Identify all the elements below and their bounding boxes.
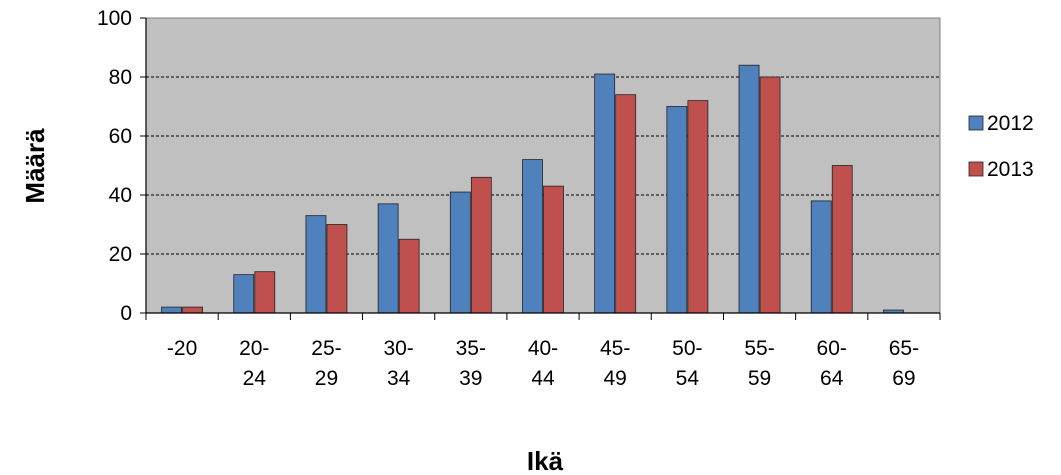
- legend-label-2013: 2013: [987, 158, 1034, 181]
- bar-2013-6: [615, 94, 637, 314]
- bar-2012-9: [810, 200, 832, 314]
- x-tick-label: 49: [604, 367, 627, 390]
- x-tick-label: 39: [459, 367, 482, 390]
- x-tick-label: 54: [676, 367, 700, 390]
- x-tick-label: 50-: [672, 337, 702, 360]
- y-axis-title: Määrä: [20, 128, 50, 204]
- x-tick-label: 34: [387, 367, 411, 390]
- x-tick-label: 20-: [239, 337, 269, 360]
- y-tick-label: 0: [120, 302, 132, 325]
- bar-2013-0: [182, 306, 203, 314]
- bar-2013-4: [470, 176, 492, 314]
- legend-swatch-2013: [968, 161, 984, 177]
- legend-label-2012: 2012: [987, 112, 1034, 135]
- y-tick-label: 60: [109, 125, 132, 148]
- bar-2012-1: [233, 274, 255, 314]
- x-tick-label: 40-: [528, 337, 558, 360]
- x-tick-label: 29: [315, 367, 338, 390]
- bar-2013-1: [254, 271, 276, 314]
- bar-2013-2: [326, 224, 348, 314]
- plot-area: [145, 17, 941, 314]
- legend-swatch-2012: [968, 115, 984, 131]
- x-tick-label: 69: [892, 367, 915, 390]
- x-tick-label: -20: [167, 337, 197, 360]
- bar-2012-5: [522, 159, 543, 314]
- bar-2012-3: [377, 203, 399, 314]
- bar-2012-6: [594, 73, 616, 314]
- x-tick-label: 24: [243, 367, 267, 390]
- y-tick-label: 80: [109, 66, 132, 89]
- bar-2012-2: [305, 215, 327, 314]
- bar-2013-5: [543, 185, 564, 314]
- x-tick-label: 30-: [383, 337, 413, 360]
- bar-2012-0: [161, 306, 182, 314]
- bar-2013-8: [759, 76, 781, 314]
- legend: 2012 2013: [968, 112, 1034, 181]
- x-tick-label: 44: [531, 367, 555, 390]
- bar-2012-8: [738, 64, 760, 314]
- x-tick-label: 55-: [744, 337, 774, 360]
- bar-2013-3: [398, 238, 420, 314]
- x-axis-title: Ikä: [527, 446, 564, 475]
- x-tick-label: 65-: [889, 337, 919, 360]
- bar-2013-7: [687, 100, 709, 314]
- y-tick-label: 20: [109, 243, 132, 266]
- x-tick-label: 59: [748, 367, 771, 390]
- x-tick-label: 64: [820, 367, 844, 390]
- y-tick-label: 40: [109, 184, 132, 207]
- x-tick-label: 35-: [456, 337, 486, 360]
- x-tick-label: 45-: [600, 337, 630, 360]
- bar-2012-7: [666, 106, 688, 314]
- bar-2013-9: [831, 165, 853, 314]
- x-tick-label: 60-: [817, 337, 847, 360]
- bar-2012-4: [449, 191, 471, 314]
- y-tick-label: 100: [97, 7, 132, 30]
- x-tick-label: 25-: [311, 337, 341, 360]
